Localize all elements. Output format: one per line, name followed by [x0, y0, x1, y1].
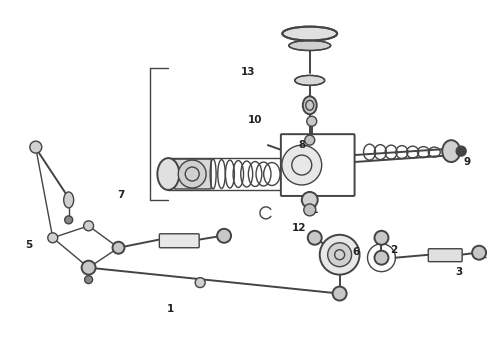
Circle shape — [374, 231, 389, 245]
Text: 8: 8 — [298, 140, 305, 150]
Circle shape — [195, 278, 205, 288]
Ellipse shape — [157, 158, 179, 190]
Circle shape — [65, 216, 73, 224]
Ellipse shape — [295, 75, 325, 85]
FancyBboxPatch shape — [159, 234, 199, 248]
FancyBboxPatch shape — [428, 249, 462, 262]
Circle shape — [374, 251, 389, 265]
Circle shape — [308, 231, 322, 245]
Ellipse shape — [305, 135, 315, 145]
Circle shape — [113, 242, 124, 254]
Text: 10: 10 — [248, 115, 262, 125]
Text: 1: 1 — [167, 305, 174, 315]
Circle shape — [48, 233, 58, 243]
Circle shape — [84, 221, 94, 231]
Text: 7: 7 — [117, 190, 124, 200]
Ellipse shape — [282, 27, 337, 41]
Circle shape — [30, 141, 42, 153]
Text: 3: 3 — [456, 267, 463, 276]
Text: 6: 6 — [352, 247, 359, 257]
Circle shape — [472, 246, 486, 260]
Text: 9: 9 — [464, 157, 471, 167]
Circle shape — [328, 243, 352, 267]
Ellipse shape — [303, 96, 317, 114]
Circle shape — [304, 204, 316, 216]
Ellipse shape — [289, 41, 331, 50]
Circle shape — [456, 146, 466, 156]
Circle shape — [307, 116, 317, 126]
FancyBboxPatch shape — [281, 134, 355, 196]
Circle shape — [302, 192, 318, 208]
Ellipse shape — [64, 192, 74, 208]
Text: 13: 13 — [241, 67, 255, 77]
FancyBboxPatch shape — [174, 159, 211, 189]
Circle shape — [319, 235, 360, 275]
Circle shape — [333, 287, 346, 301]
Circle shape — [178, 160, 206, 188]
Text: 11: 11 — [304, 205, 319, 215]
Circle shape — [282, 145, 322, 185]
Circle shape — [85, 276, 93, 284]
Text: 5: 5 — [25, 240, 32, 250]
Circle shape — [217, 229, 231, 243]
Circle shape — [82, 261, 96, 275]
Text: 2: 2 — [390, 245, 397, 255]
Text: 12: 12 — [292, 223, 306, 233]
Ellipse shape — [442, 140, 460, 162]
